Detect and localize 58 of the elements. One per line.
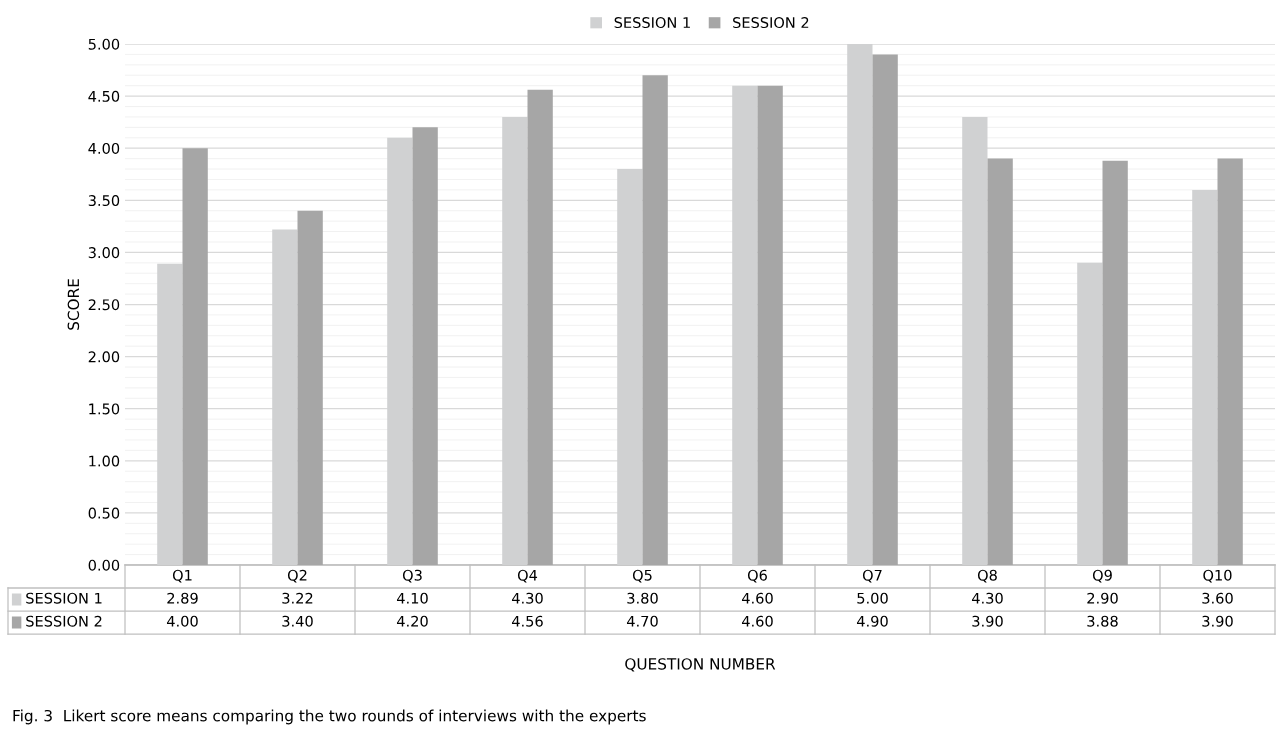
text: SESSION 2 [26, 615, 102, 627]
x-tick-label: Q3 [402, 569, 422, 583]
data-label: 4.30 [971, 592, 1003, 604]
legend-label: SESSION 1 [614, 17, 690, 29]
data-label: 2.90 [1087, 592, 1118, 604]
y-axis-title: SCORE [67, 279, 80, 330]
bar [412, 127, 438, 565]
data-label: 4.20 [396, 615, 428, 627]
y-tick-label: 2.50 [88, 299, 120, 311]
data-label: 3.80 [627, 592, 658, 604]
text: SESSION 1 [26, 592, 102, 604]
y-tick-label: 0.50 [88, 507, 120, 519]
x-tick-label: Q6 [747, 569, 767, 583]
x-tick-label: Q1 [172, 569, 192, 583]
data-label: 4.60 [741, 615, 773, 627]
x-tick-label: Q5 [632, 569, 652, 583]
y-tick-label: 4.50 [88, 90, 120, 102]
legend-label: SESSION 2 [733, 17, 809, 29]
data-label: 3.88 [1087, 615, 1118, 627]
y-tick-label: 3.50 [88, 195, 120, 207]
bar [527, 89, 553, 565]
x-tick-label: Q8 [977, 569, 997, 583]
y-tick-label: 1.00 [89, 455, 120, 467]
y-tick-label: 5.00 [88, 38, 120, 50]
data-label: 3.60 [1202, 592, 1233, 604]
x-tick-label: Q9 [1092, 569, 1112, 583]
y-tick-label: 0.00 [88, 559, 120, 571]
x-tick-label: Q10 [1203, 569, 1232, 583]
data-label: 4.70 [626, 615, 658, 627]
data-label: 4.60 [741, 592, 773, 604]
data-label: 4.90 [856, 615, 888, 627]
bar [757, 85, 783, 565]
caption: Fig. 3 Likert score means comparing the two rounds of interviews with the experts [13, 709, 646, 725]
data-label: 3.90 [1202, 615, 1233, 627]
bar [642, 75, 668, 565]
data-label: 5.00 [857, 592, 888, 604]
data-label: 4.30 [511, 592, 543, 604]
data-label: 3.90 [972, 615, 1003, 627]
y-tick-label: 4.00 [88, 142, 120, 154]
bar [872, 54, 898, 565]
x-tick-label: Q7 [862, 569, 882, 583]
bar [1102, 160, 1128, 565]
x-axis-title: QUESTION NUMBER [625, 658, 776, 672]
y-tick-label: 1.50 [89, 403, 120, 415]
y-tick-label: 2.00 [88, 351, 120, 363]
y-tick-label: 3.00 [88, 247, 120, 259]
x-tick-label: Q2 [287, 569, 307, 583]
bar [1217, 158, 1243, 565]
x-tick-label: Q4 [517, 569, 538, 583]
bar [987, 158, 1013, 565]
data-label: 4.56 [511, 615, 543, 627]
data-label: 3.22 [282, 592, 313, 604]
data-label: 2.89 [167, 592, 198, 604]
bar [297, 210, 323, 565]
data-label: 4.10 [396, 592, 428, 604]
bar [182, 148, 208, 565]
data-label: 3.40 [282, 615, 313, 627]
data-label: 4.00 [166, 615, 198, 627]
